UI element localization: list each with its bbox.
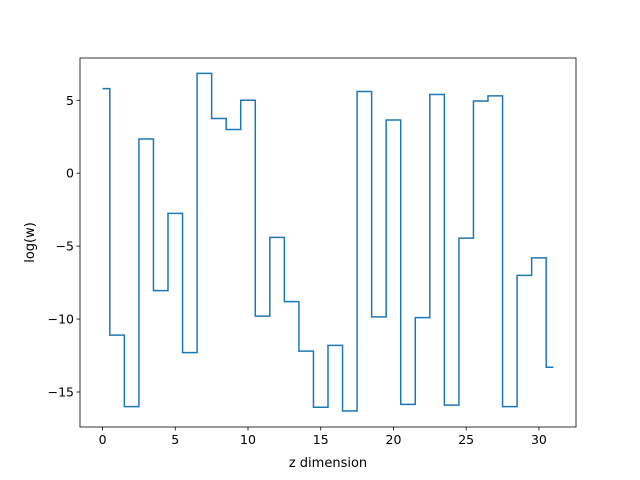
series-line-0 (102, 72, 554, 412)
x-tick-label: 20 (386, 432, 402, 447)
x-tick-label: 0 (99, 432, 107, 447)
y-tick-label: −10 (48, 312, 74, 327)
y-ticks: −15 −10 −5 0 5 (48, 93, 80, 399)
x-tick-label: 30 (531, 432, 547, 447)
y-tick-label: −5 (56, 239, 74, 254)
y-axis-label: log(w) (23, 222, 38, 263)
x-tick-label: 10 (240, 432, 256, 447)
x-ticks: 0 5 10 15 20 25 30 (99, 427, 547, 447)
y-tick-label: −15 (48, 384, 74, 399)
y-tick-label: 0 (66, 166, 74, 181)
x-tick-label: 25 (458, 432, 474, 447)
x-tick-label: 15 (313, 432, 329, 447)
x-axis-label: z dimension (289, 456, 367, 471)
data-layer (102, 72, 554, 412)
plot-frame (79, 57, 577, 428)
x-tick-label: 5 (171, 432, 179, 447)
y-tick-label: 5 (66, 93, 74, 108)
